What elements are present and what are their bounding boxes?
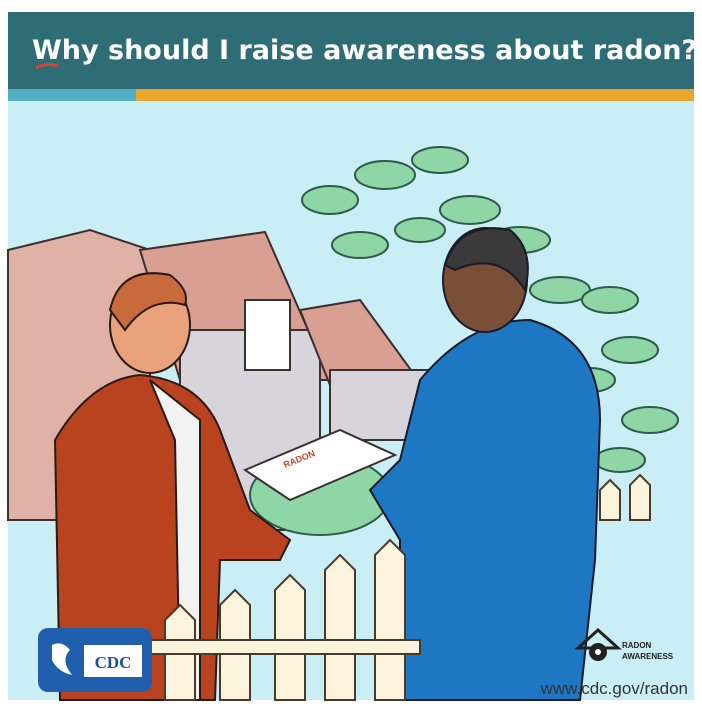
poster: Why should I raise awareness about radon… <box>0 0 702 706</box>
cdc-logo: CDC <box>38 628 152 692</box>
url: www.cdc.gov/radon <box>540 679 688 698</box>
stripe-teal <box>8 89 136 101</box>
cdc-text: CDC <box>95 653 132 672</box>
page: {"header": {"title": "Why should I raise… <box>0 0 702 706</box>
badge-line-1: RADON <box>622 641 652 650</box>
stripe-gold <box>136 89 694 101</box>
title: Why should I raise awareness about radon… <box>32 35 697 66</box>
badge-line-2: AWARENESS <box>622 652 674 661</box>
